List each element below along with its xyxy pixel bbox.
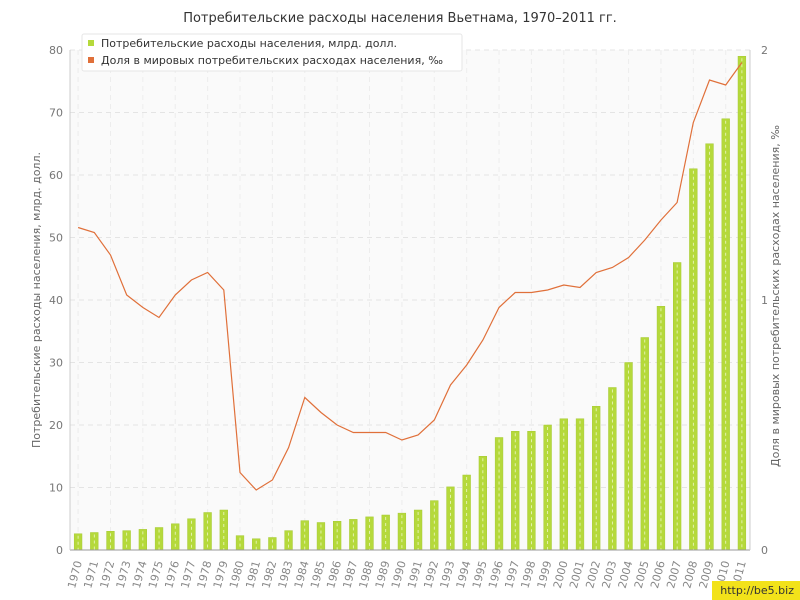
- y-tick-label-left: 60: [49, 169, 63, 182]
- legend-label-line: Доля в мировых потребительских расходах …: [101, 54, 443, 67]
- y-tick-label-right: 1: [761, 294, 768, 307]
- bar: [430, 500, 439, 551]
- y-axis-label-left: Потребительские расходы населения, млрд.…: [30, 152, 43, 448]
- y-tick-label-right: 0: [761, 544, 768, 557]
- bar: [381, 514, 390, 551]
- y-axis-label-right: Доля в мировых потребительских расходах …: [769, 125, 782, 467]
- y-tick-label-left: 20: [49, 419, 63, 432]
- chart-title: Потребительские расходы населения Вьетна…: [183, 11, 617, 26]
- watermark[interactable]: http://be5.biz: [712, 581, 800, 600]
- y-tick-label-left: 0: [56, 544, 63, 557]
- y-tick-label-left: 50: [49, 232, 63, 245]
- share-line: [77, 62, 743, 491]
- plot-background: [70, 50, 750, 550]
- legend-swatch-line: [88, 57, 94, 63]
- y-tick-label-left: 80: [49, 44, 63, 57]
- y-tick-label-left: 30: [49, 357, 63, 370]
- legend-swatch-bars: [88, 40, 94, 46]
- bar-series: [73, 56, 747, 551]
- bar: [203, 512, 212, 551]
- y-tick-label-left: 40: [49, 294, 63, 307]
- axes: [69, 50, 751, 551]
- y-tick-label-left: 70: [49, 107, 63, 120]
- legend-box: [81, 33, 463, 72]
- legend-label-bars: Потребительские расходы населения, млрд.…: [101, 37, 397, 50]
- y-tick-label-right: 2: [761, 44, 768, 57]
- plot-area: [70, 50, 750, 550]
- y-tick-label-left: 10: [49, 482, 63, 495]
- bar: [397, 512, 407, 551]
- legend[interactable]: Потребительские расходы населения, млрд.…: [81, 33, 463, 72]
